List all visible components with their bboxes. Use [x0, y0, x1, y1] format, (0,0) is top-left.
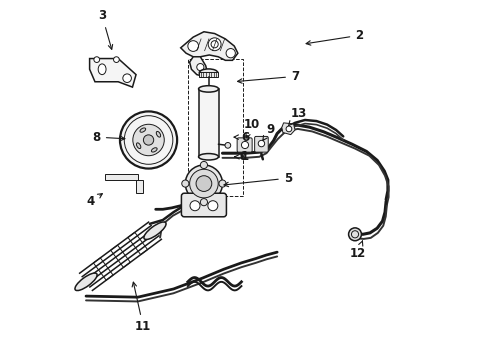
Bar — [198, 89, 219, 157]
Polygon shape — [136, 180, 143, 193]
Circle shape — [185, 165, 222, 202]
Polygon shape — [190, 57, 207, 76]
Circle shape — [196, 176, 212, 192]
Ellipse shape — [156, 131, 161, 137]
Text: 7: 7 — [238, 70, 299, 83]
Text: 10: 10 — [244, 118, 260, 138]
Text: 6: 6 — [234, 131, 249, 144]
Ellipse shape — [198, 86, 219, 92]
Circle shape — [94, 57, 99, 63]
Bar — [111, 245, 130, 267]
Ellipse shape — [144, 222, 166, 239]
Circle shape — [200, 161, 207, 168]
Circle shape — [208, 38, 221, 51]
Ellipse shape — [75, 273, 97, 291]
Circle shape — [133, 124, 164, 156]
Circle shape — [190, 201, 200, 211]
Circle shape — [144, 135, 154, 145]
Circle shape — [242, 141, 248, 149]
Ellipse shape — [98, 64, 106, 75]
Text: 13: 13 — [289, 107, 307, 126]
Text: 12: 12 — [349, 241, 366, 260]
Polygon shape — [282, 123, 295, 135]
Circle shape — [286, 126, 292, 132]
Polygon shape — [105, 174, 138, 180]
Circle shape — [226, 49, 235, 58]
Circle shape — [197, 64, 204, 71]
Text: 1: 1 — [235, 150, 249, 163]
Text: 8: 8 — [93, 131, 125, 144]
Ellipse shape — [151, 148, 157, 152]
Circle shape — [123, 74, 131, 82]
Ellipse shape — [140, 128, 146, 132]
Ellipse shape — [137, 143, 141, 149]
Bar — [199, 72, 218, 77]
Circle shape — [190, 169, 218, 198]
Circle shape — [188, 41, 198, 51]
Text: 5: 5 — [224, 172, 292, 187]
Circle shape — [114, 57, 119, 63]
Polygon shape — [181, 32, 238, 60]
Circle shape — [348, 228, 362, 241]
FancyBboxPatch shape — [237, 138, 252, 152]
Text: 9: 9 — [263, 123, 274, 140]
FancyBboxPatch shape — [181, 193, 226, 217]
Bar — [188, 59, 243, 196]
Bar — [128, 232, 147, 255]
Bar — [94, 258, 113, 280]
FancyBboxPatch shape — [255, 136, 268, 152]
Polygon shape — [90, 59, 136, 87]
Text: 2: 2 — [306, 29, 364, 45]
Ellipse shape — [199, 69, 218, 77]
Circle shape — [208, 201, 218, 211]
Circle shape — [219, 180, 226, 187]
Text: 11: 11 — [132, 282, 151, 333]
Text: 3: 3 — [98, 9, 113, 49]
Circle shape — [182, 180, 189, 187]
Ellipse shape — [198, 154, 219, 160]
Circle shape — [258, 140, 265, 147]
Circle shape — [225, 143, 231, 148]
Circle shape — [120, 111, 177, 168]
Circle shape — [200, 199, 207, 206]
Text: 4: 4 — [87, 194, 102, 208]
